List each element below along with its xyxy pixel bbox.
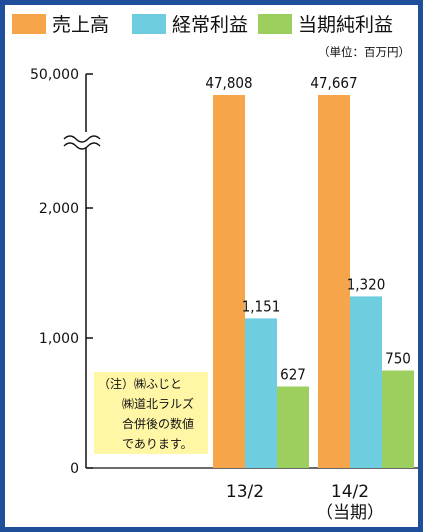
y-tick-label: 1,000	[39, 331, 79, 347]
y-tick-label: 50,000	[30, 67, 79, 83]
value-label-net-profit-14-2: 750	[385, 350, 411, 368]
note-background	[94, 372, 208, 454]
category-label-13-2: 13/2	[226, 482, 264, 502]
value-label-net-profit-13-2: 627	[280, 365, 306, 383]
bar-sales-13-2	[213, 95, 245, 468]
value-label-ordinary-profit-14-2: 1,320	[347, 275, 386, 293]
legend-label-sales: 売上高	[52, 14, 109, 36]
legend-swatch-ordinary-profit	[132, 14, 166, 34]
bar-sales-14-2	[318, 95, 350, 468]
note-line-2: ㈱道北ラルズ	[122, 396, 194, 411]
bar-ordinary-profit-14-2	[350, 296, 382, 468]
y-ticks: 0 1,000 2,000 50,000	[30, 67, 93, 477]
bars: 47,808 1,151 627 47,667 1,320 750	[205, 74, 414, 468]
category-sublabel-current-period: （当期）	[316, 503, 384, 523]
bar-ordinary-profit-13-2	[245, 318, 277, 468]
note-line-1: （注）㈱ふじと	[98, 376, 182, 391]
unit-label: （単位：百万円）	[318, 45, 410, 59]
note-box: （注）㈱ふじと ㈱道北ラルズ 合併後の数値 であります。	[94, 372, 208, 454]
bar-net-profit-14-2	[382, 370, 414, 468]
y-tick-label: 0	[70, 461, 79, 477]
legend-swatch-sales	[12, 14, 46, 34]
value-label-sales-13-2: 47,808	[205, 74, 252, 92]
value-label-ordinary-profit-13-2: 1,151	[242, 297, 281, 315]
bar-net-profit-13-2	[277, 386, 309, 468]
legend-label-ordinary-profit: 経常利益	[172, 14, 248, 36]
legend-label-net-profit: 当期純利益	[298, 14, 393, 36]
axis-break-mark	[62, 132, 102, 150]
legend: 売上高 経常利益 当期純利益	[12, 14, 393, 36]
category-label-14-2: 14/2	[331, 482, 369, 502]
note-line-3: 合併後の数値	[122, 416, 194, 431]
note-line-4: であります。	[122, 437, 193, 451]
legend-swatch-net-profit	[258, 14, 292, 34]
value-label-sales-14-2: 47,667	[310, 74, 357, 92]
y-tick-label: 2,000	[39, 201, 79, 217]
